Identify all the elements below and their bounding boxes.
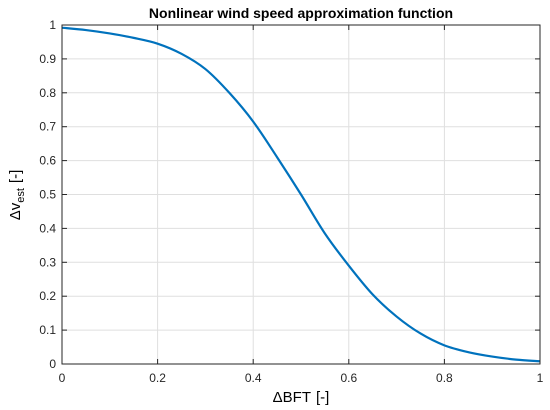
y-tick-label: 0.6	[39, 154, 56, 168]
grid	[61, 24, 541, 365]
series-layer	[61, 26, 541, 363]
x-axis-label-main: BFT	[283, 389, 311, 406]
x-tick-label: 1	[537, 371, 544, 385]
x-tick-label: 0.2	[149, 371, 166, 385]
y-tick-labels: 0 0.1 0.2 0.3 0.4 0.5 0.6 0.7 0.8 0.9 1	[39, 18, 56, 371]
y-tick-label: 1	[49, 18, 56, 32]
y-axis-label: Δvest [-]	[7, 170, 27, 221]
y-tick-label: 0.9	[39, 52, 56, 66]
y-tick-label: 0	[49, 357, 56, 371]
y-axis-label-prefix: Δ	[7, 210, 24, 220]
y-tick-label: 0.5	[39, 188, 56, 202]
y-tick-label: 0.8	[39, 86, 56, 100]
chart-title: Nonlinear wind speed approximation funct…	[149, 5, 453, 21]
ticks	[61, 24, 541, 365]
x-tick-label: 0.6	[340, 371, 357, 385]
y-tick-label: 0.2	[39, 289, 56, 303]
y-axis-label-unit: [-]	[7, 170, 24, 183]
x-axis-label: ΔBFT [-]	[273, 389, 330, 406]
y-tick-label: 0.4	[39, 221, 56, 235]
series-line	[61, 26, 541, 363]
y-tick-label: 0.1	[39, 323, 56, 337]
x-axis-label-prefix: Δ	[273, 389, 283, 406]
y-axis-label-sub: est	[15, 188, 27, 203]
x-tick-label: 0	[59, 371, 66, 385]
y-tick-label: 0.3	[39, 255, 56, 269]
x-tick-label: 0.4	[245, 371, 262, 385]
y-tick-label: 0.7	[39, 120, 56, 134]
x-tick-labels: 0 0.2 0.4 0.6 0.8 1	[59, 371, 544, 385]
x-axis-label-unit: [-]	[316, 389, 329, 406]
y-axis-label-main: v	[7, 202, 24, 210]
x-tick-label: 0.8	[436, 371, 453, 385]
